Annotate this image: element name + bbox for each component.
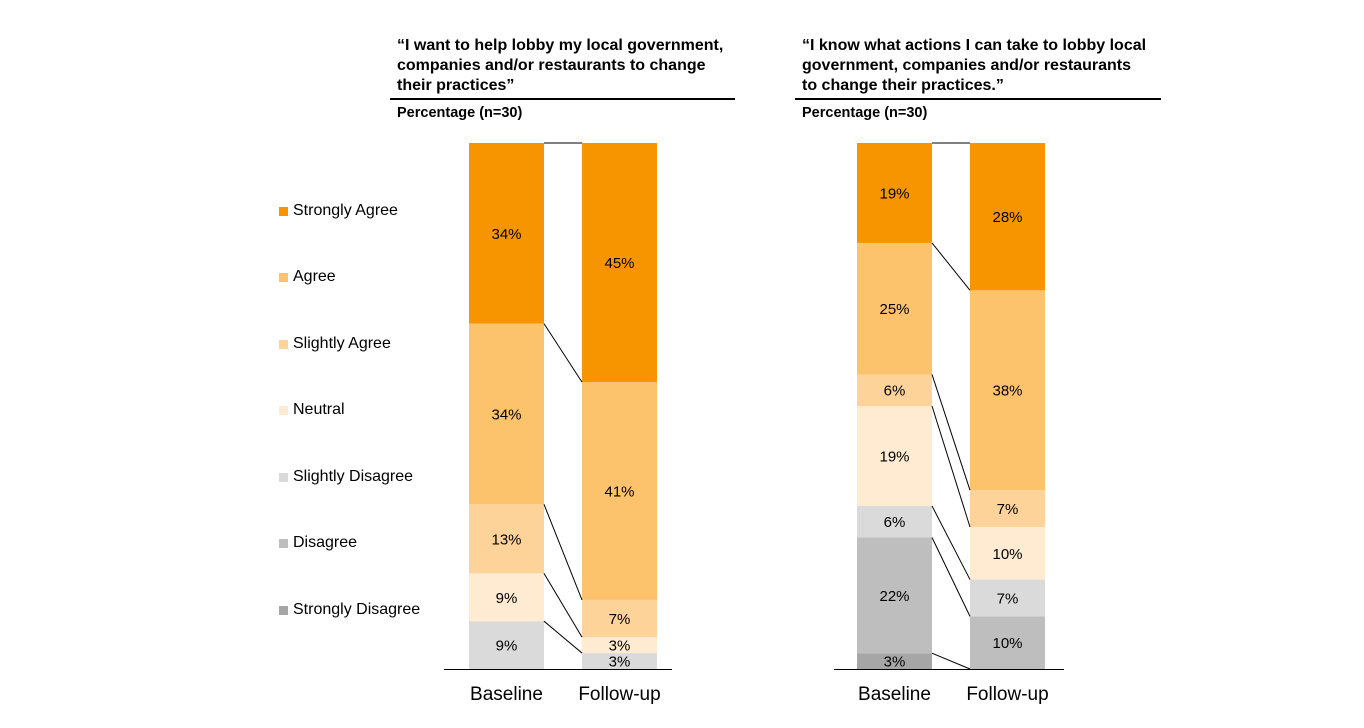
legend-label: Disagree (293, 534, 358, 551)
bar-segment-strongly-agree (857, 143, 932, 243)
legend-swatch (279, 605, 288, 615)
data-label: 41% (604, 484, 634, 501)
legend-swatch (279, 339, 288, 349)
legend-swatch (279, 405, 288, 415)
legend-label: Strongly Agree (293, 202, 398, 219)
bar-segment-agree (970, 290, 1045, 491)
connector-line (543, 323, 583, 383)
data-label: 9% (496, 638, 518, 655)
bar-segment-disagree (857, 537, 932, 654)
bar-segment-neutral (469, 573, 544, 622)
data-label: 19% (879, 448, 909, 465)
panel-2-title: “I know what actions I can take to lobby… (802, 37, 1147, 94)
legend-label: Neutral (293, 401, 345, 418)
bar-segment-slightly-disagree (857, 505, 932, 538)
bar-segment-slightly-disagree (970, 579, 1045, 617)
connector-line (543, 620, 583, 654)
connector-line (931, 652, 971, 670)
legend-item-strongly-agree: Strongly Agree (279, 201, 398, 221)
data-label: 9% (496, 590, 518, 607)
data-label: 3% (884, 654, 906, 671)
data-label: 38% (992, 383, 1022, 400)
bar-segment-agree (857, 242, 932, 375)
legend-label: Strongly Disagree (293, 601, 421, 618)
data-label: 28% (992, 209, 1022, 226)
bar-segment-strongly-agree (970, 143, 1045, 291)
bar-segment-strongly-agree (469, 143, 544, 324)
legend-item-agree: Agree (279, 267, 336, 287)
data-label: 6% (884, 514, 906, 531)
bar-segment-slightly-agree (970, 490, 1045, 527)
data-label: 19% (879, 185, 909, 202)
connector-line (931, 374, 971, 491)
legend-swatch (279, 538, 288, 548)
bar-segment-slightly-agree (469, 504, 544, 574)
bar-segment-neutral (582, 637, 657, 654)
connector-line (543, 504, 583, 601)
bar-segment-slightly-disagree (469, 621, 544, 669)
legend-swatch (279, 206, 288, 216)
legend-label: Slightly Agree (293, 335, 391, 352)
panel-1-subtitle: Percentage (n=30) (397, 105, 523, 121)
data-label: 10% (992, 635, 1022, 652)
data-label: 13% (491, 531, 521, 548)
bar-segment-slightly-agree (582, 599, 657, 638)
legend-swatch (279, 472, 288, 482)
legend-label: Agree (293, 268, 336, 285)
legend-item-disagree: Disagree (279, 533, 357, 553)
legend-item-strongly-disagree: Strongly Disagree (279, 600, 420, 620)
data-label: 34% (491, 226, 521, 243)
bar-segment-neutral (970, 526, 1045, 580)
data-label: 3% (609, 654, 631, 671)
bar-segment-disagree (970, 616, 1045, 669)
data-label: 45% (604, 255, 634, 272)
bar-segment-agree (582, 382, 657, 600)
legend-label: Slightly Disagree (293, 468, 414, 485)
connector-line (931, 405, 971, 528)
connector-line (931, 537, 971, 617)
connector-line (543, 573, 583, 638)
bar-segment-slightly-disagree (582, 653, 657, 669)
data-label: 22% (879, 588, 909, 605)
panel-1-title-rule (390, 98, 735, 100)
panel-1-title: “I want to help lobby my local governmen… (397, 37, 724, 94)
data-label: 3% (609, 638, 631, 655)
legend-item-neutral: Neutral (279, 400, 345, 420)
legend-swatch (279, 272, 288, 282)
x-tick-label: Follow-up (578, 684, 660, 705)
x-tick-label: Baseline (470, 684, 543, 705)
data-label: 7% (609, 611, 631, 628)
data-label: 25% (879, 301, 909, 318)
bar-segment-strongly-agree (582, 143, 657, 383)
connector-line (931, 505, 971, 580)
x-tick-label: Baseline (858, 684, 931, 705)
panel-2-title-rule (795, 98, 1161, 100)
data-label: 6% (884, 383, 906, 400)
bar-segment-agree (469, 323, 544, 505)
data-label: 7% (997, 501, 1019, 518)
data-label: 7% (997, 590, 1019, 607)
bar-segment-slightly-agree (857, 374, 932, 406)
data-label: 34% (491, 406, 521, 423)
panel-2-subtitle: Percentage (n=30) (802, 105, 928, 121)
x-tick-label: Follow-up (966, 684, 1048, 705)
connector-line (931, 242, 971, 291)
legend-item-slightly-agree: Slightly Agree (279, 334, 391, 354)
data-label: 10% (992, 546, 1022, 563)
bar-segment-neutral (857, 406, 932, 506)
legend-item-slightly-disagree: Slightly Disagree (279, 467, 413, 487)
bar-segment-strongly-disagree (857, 653, 932, 669)
